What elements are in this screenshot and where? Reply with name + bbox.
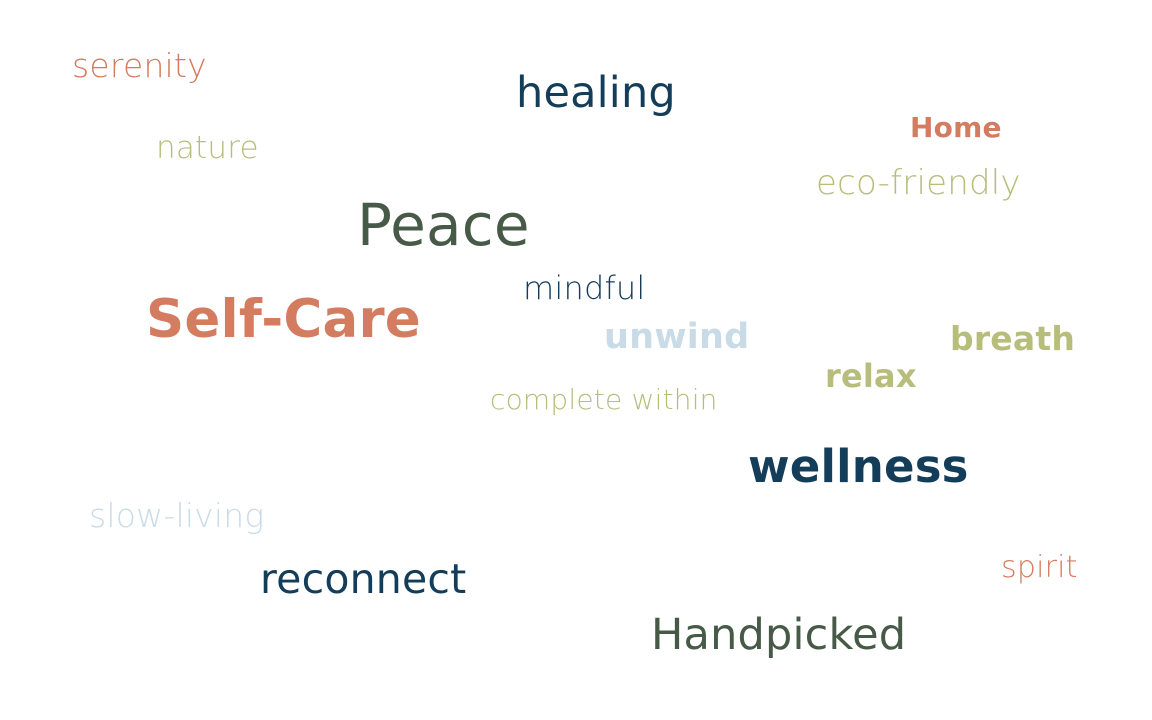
word-spirit: spirit xyxy=(1001,550,1078,585)
word-breath: breath xyxy=(950,319,1076,358)
word-slow-living: slow-living xyxy=(89,496,265,535)
word-eco-friendly: eco-friendly xyxy=(816,163,1021,203)
word-handpicked: Handpicked xyxy=(651,610,907,660)
word-complete-within: complete within xyxy=(490,383,718,416)
word-reconnect: reconnect xyxy=(260,555,467,603)
word-healing: healing xyxy=(516,68,676,118)
word-wellness: wellness xyxy=(748,440,969,493)
word-peace: Peace xyxy=(357,191,530,259)
word-self-care: Self-Care xyxy=(146,289,421,350)
word-nature: nature xyxy=(156,130,259,166)
word-serenity: serenity xyxy=(72,46,207,85)
word-mindful: mindful xyxy=(523,269,646,307)
word-unwind: unwind xyxy=(604,317,750,357)
word-home: Home xyxy=(910,111,1002,144)
word-relax: relax xyxy=(825,357,917,395)
